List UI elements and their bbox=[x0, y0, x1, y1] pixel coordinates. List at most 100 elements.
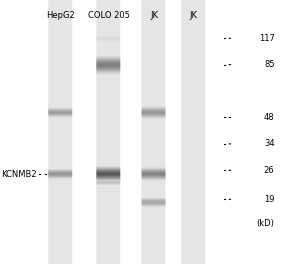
Bar bbox=[182, 136, 206, 139]
Bar bbox=[97, 87, 121, 89]
Bar bbox=[49, 63, 73, 66]
Bar bbox=[49, 75, 73, 78]
Bar bbox=[182, 233, 206, 236]
Bar bbox=[97, 166, 121, 168]
Bar bbox=[97, 110, 121, 113]
Bar bbox=[97, 107, 121, 110]
Bar bbox=[97, 136, 121, 139]
Bar bbox=[182, 177, 206, 180]
Bar bbox=[97, 128, 121, 130]
Bar bbox=[142, 63, 166, 66]
Text: 85: 85 bbox=[264, 60, 275, 69]
Bar bbox=[182, 192, 206, 195]
Bar bbox=[142, 37, 166, 40]
Bar bbox=[182, 160, 206, 163]
Bar bbox=[142, 209, 166, 212]
Bar bbox=[97, 119, 121, 122]
Bar bbox=[182, 81, 206, 84]
Bar bbox=[182, 247, 206, 250]
Bar bbox=[182, 250, 206, 253]
Bar bbox=[182, 198, 206, 201]
Bar bbox=[182, 40, 206, 43]
Bar bbox=[97, 236, 121, 239]
Bar bbox=[49, 253, 73, 256]
Bar bbox=[49, 224, 73, 227]
Bar bbox=[49, 177, 73, 180]
Bar bbox=[142, 171, 166, 174]
Bar bbox=[97, 204, 121, 206]
Bar bbox=[49, 142, 73, 145]
Bar bbox=[97, 209, 121, 212]
Bar bbox=[182, 93, 206, 96]
Bar bbox=[97, 43, 121, 46]
Bar bbox=[97, 215, 121, 218]
Bar bbox=[97, 60, 121, 63]
Text: HepG2: HepG2 bbox=[46, 11, 75, 20]
Bar bbox=[49, 60, 73, 63]
Text: JK: JK bbox=[150, 11, 158, 20]
Bar bbox=[182, 133, 206, 136]
Bar bbox=[142, 166, 166, 168]
Bar bbox=[49, 148, 73, 151]
Bar bbox=[49, 163, 73, 166]
Bar bbox=[142, 130, 166, 133]
Bar bbox=[142, 157, 166, 160]
Bar bbox=[49, 160, 73, 163]
Bar bbox=[182, 31, 206, 34]
Bar bbox=[49, 198, 73, 201]
Bar bbox=[142, 221, 166, 224]
Bar bbox=[49, 204, 73, 206]
Bar bbox=[49, 125, 73, 128]
Bar bbox=[49, 145, 73, 148]
Bar bbox=[142, 98, 166, 101]
Bar bbox=[97, 244, 121, 247]
Bar bbox=[142, 198, 166, 201]
Bar bbox=[49, 206, 73, 209]
Bar bbox=[182, 116, 206, 119]
Bar bbox=[97, 192, 121, 195]
Bar bbox=[49, 247, 73, 250]
Bar bbox=[182, 189, 206, 192]
Bar bbox=[49, 151, 73, 154]
Bar bbox=[49, 55, 73, 58]
Bar bbox=[49, 236, 73, 239]
Bar bbox=[97, 96, 121, 98]
Bar bbox=[97, 221, 121, 224]
Bar bbox=[142, 104, 166, 107]
Bar bbox=[97, 49, 121, 52]
Bar bbox=[49, 69, 73, 72]
Bar bbox=[97, 93, 121, 96]
Bar bbox=[142, 201, 166, 204]
Bar bbox=[142, 233, 166, 236]
Bar bbox=[49, 218, 73, 221]
Bar bbox=[142, 247, 166, 250]
Bar bbox=[97, 66, 121, 69]
Bar bbox=[49, 171, 73, 174]
Bar bbox=[182, 96, 206, 98]
Bar bbox=[142, 244, 166, 247]
Bar bbox=[142, 49, 166, 52]
Bar bbox=[182, 107, 206, 110]
Bar bbox=[182, 104, 206, 107]
Bar bbox=[97, 130, 121, 133]
Bar bbox=[142, 174, 166, 177]
Bar bbox=[97, 206, 121, 209]
Bar bbox=[49, 244, 73, 247]
Bar bbox=[182, 28, 206, 31]
Bar bbox=[97, 198, 121, 201]
Bar bbox=[182, 110, 206, 113]
Bar bbox=[97, 122, 121, 125]
Bar bbox=[49, 49, 73, 52]
Bar bbox=[49, 233, 73, 236]
Bar bbox=[142, 125, 166, 128]
Bar bbox=[97, 154, 121, 157]
Bar bbox=[182, 49, 206, 52]
Bar bbox=[49, 209, 73, 212]
Bar bbox=[182, 113, 206, 116]
Bar bbox=[142, 66, 166, 69]
Bar bbox=[142, 87, 166, 89]
Bar bbox=[182, 163, 206, 166]
Bar bbox=[142, 180, 166, 183]
Bar bbox=[97, 218, 121, 221]
Bar bbox=[97, 28, 121, 31]
